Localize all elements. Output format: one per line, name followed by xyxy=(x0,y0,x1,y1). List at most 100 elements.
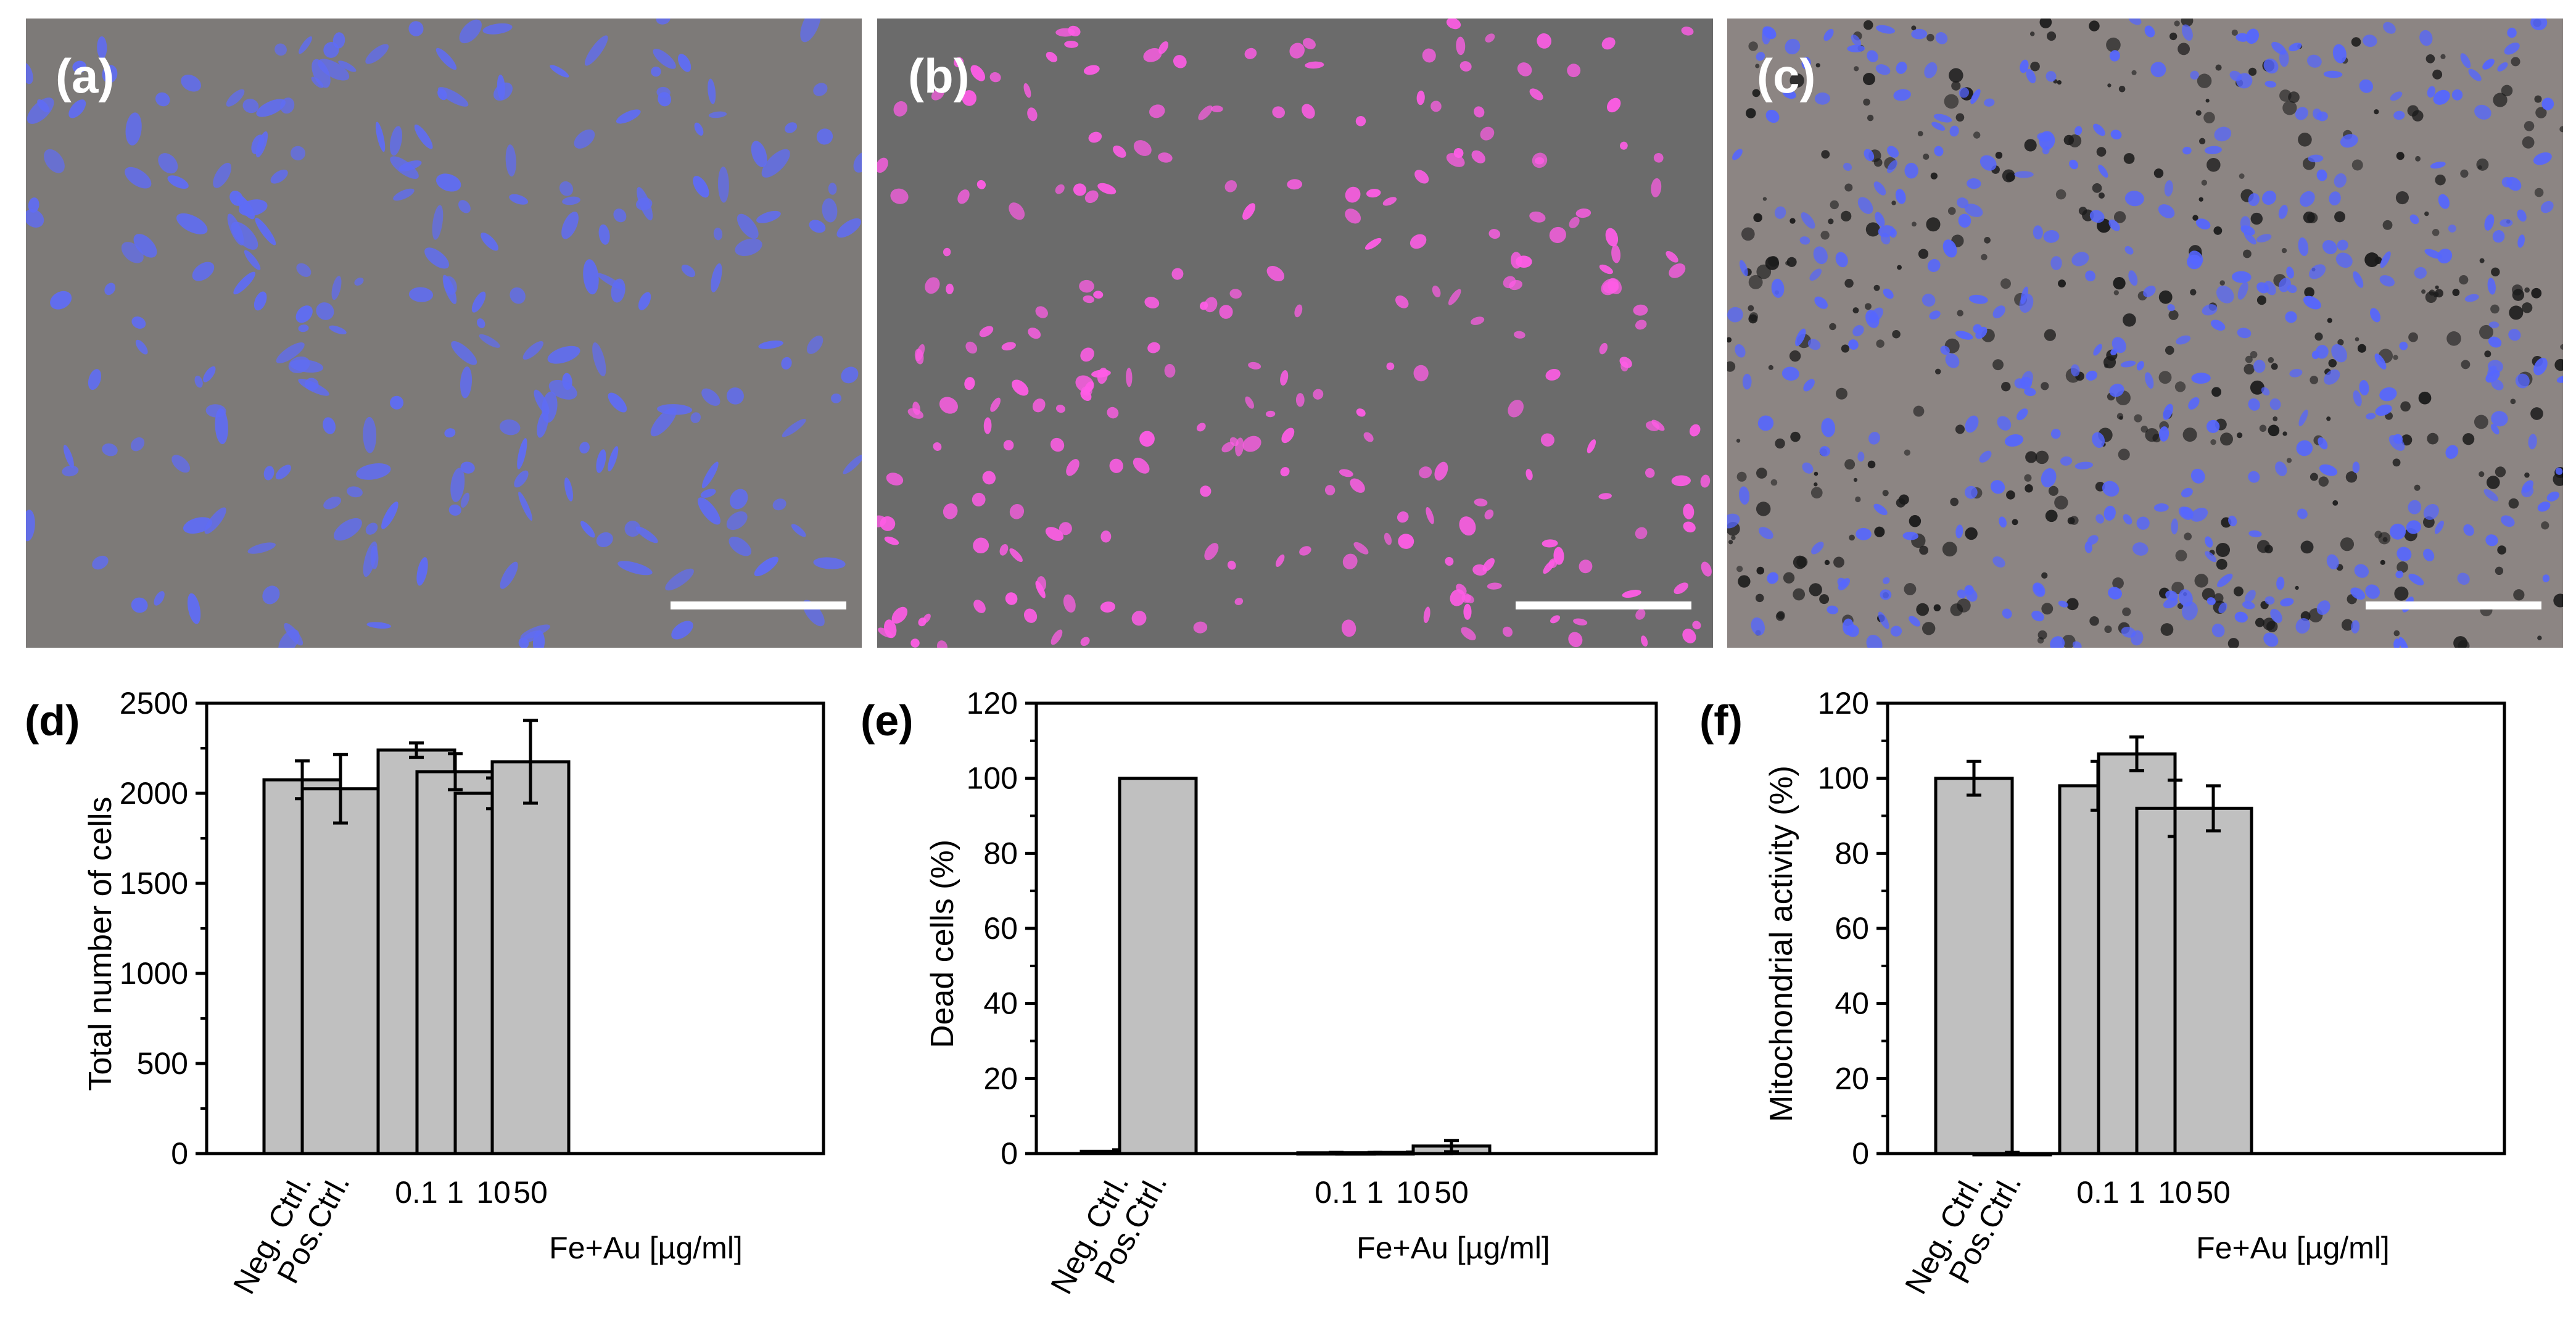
cell xyxy=(2248,193,2260,207)
cell xyxy=(2128,19,2142,25)
cell xyxy=(2313,108,2322,120)
cell xyxy=(2390,523,2406,540)
cell xyxy=(2050,256,2062,270)
micrograph-b-background xyxy=(877,19,1713,648)
cell xyxy=(316,302,334,320)
cell xyxy=(1701,561,1712,577)
cell xyxy=(761,149,790,178)
cell xyxy=(2540,200,2554,213)
particle xyxy=(2178,43,2190,56)
cell xyxy=(2485,370,2500,383)
cell xyxy=(2058,600,2068,608)
cell xyxy=(346,486,363,498)
cell xyxy=(1366,189,1381,198)
y-tick-label: 100 xyxy=(967,761,1018,796)
cell xyxy=(656,19,671,25)
chart-e-ylabel: Dead cells (%) xyxy=(925,840,960,1048)
particle xyxy=(2227,638,2239,648)
cell xyxy=(1032,399,1046,413)
particle xyxy=(2153,168,2164,178)
particle xyxy=(1829,323,1836,331)
y-tick-label: 120 xyxy=(1818,686,1869,721)
particle xyxy=(2534,95,2542,103)
particle xyxy=(2092,183,2102,193)
chart-f-panel-label: (f) xyxy=(1699,696,1743,745)
cell xyxy=(1143,48,1162,62)
cell xyxy=(1848,339,1859,350)
cell xyxy=(726,387,744,405)
cell xyxy=(2195,218,2211,229)
particle xyxy=(1756,566,1765,575)
cell xyxy=(2307,54,2322,68)
cell xyxy=(1027,107,1038,122)
cell xyxy=(2433,89,2450,105)
cell xyxy=(2026,68,2036,84)
cell xyxy=(943,503,958,519)
particle xyxy=(1770,479,1778,486)
x-tick-label: 10 xyxy=(1396,1175,1430,1210)
cell xyxy=(1299,546,1311,556)
cell xyxy=(1955,331,1973,340)
cell xyxy=(1606,97,1621,113)
particle xyxy=(1904,449,1910,456)
cell xyxy=(893,101,907,117)
cell xyxy=(1083,65,1100,75)
cell xyxy=(363,541,378,577)
particle xyxy=(1762,197,1767,201)
cell xyxy=(878,627,893,638)
cell xyxy=(1762,26,1777,39)
particle xyxy=(2351,159,2363,171)
cell xyxy=(1814,92,1830,105)
cell xyxy=(1890,626,1902,637)
cell xyxy=(2150,62,2166,78)
particle xyxy=(2382,537,2388,542)
particle xyxy=(2195,110,2202,116)
cell xyxy=(1244,47,1257,59)
cell xyxy=(1984,98,1995,107)
scale-bar-c xyxy=(2366,601,2541,609)
cell xyxy=(1735,344,1746,358)
cell xyxy=(954,57,964,68)
cell xyxy=(2383,22,2396,34)
particle xyxy=(2198,197,2203,202)
cell xyxy=(1567,64,1581,78)
cell xyxy=(2316,169,2327,181)
cell xyxy=(884,536,899,545)
cell xyxy=(836,218,862,238)
cell xyxy=(2074,126,2083,136)
particle xyxy=(1755,64,1760,68)
cell xyxy=(1807,339,1821,350)
cell xyxy=(2263,632,2279,647)
cell xyxy=(1964,204,1983,217)
particle xyxy=(2394,586,2409,601)
particle xyxy=(2427,432,2439,445)
cell xyxy=(154,591,165,606)
cell xyxy=(1635,320,1647,330)
cell xyxy=(677,54,691,72)
cell xyxy=(2311,350,2319,360)
cell xyxy=(939,397,958,414)
particle xyxy=(2104,626,2112,634)
cell xyxy=(1758,527,1773,540)
cell xyxy=(2517,234,2525,248)
cell xyxy=(598,224,610,245)
particle xyxy=(2118,86,2126,93)
particle xyxy=(2194,574,2208,588)
particle xyxy=(2210,439,2216,445)
particle xyxy=(2414,484,2421,491)
cell xyxy=(2275,461,2287,476)
cell xyxy=(2181,487,2193,498)
cell xyxy=(2286,266,2294,279)
cell xyxy=(244,250,261,270)
cell xyxy=(2218,602,2227,614)
particle xyxy=(2535,107,2547,118)
cell xyxy=(2393,434,2403,444)
cell xyxy=(2308,154,2324,163)
cell xyxy=(1601,278,1619,295)
cell xyxy=(1480,126,1495,141)
cell xyxy=(2460,53,2471,68)
cell xyxy=(1529,88,1543,101)
cell xyxy=(936,640,947,648)
cell xyxy=(135,339,148,355)
cell xyxy=(1353,542,1369,555)
